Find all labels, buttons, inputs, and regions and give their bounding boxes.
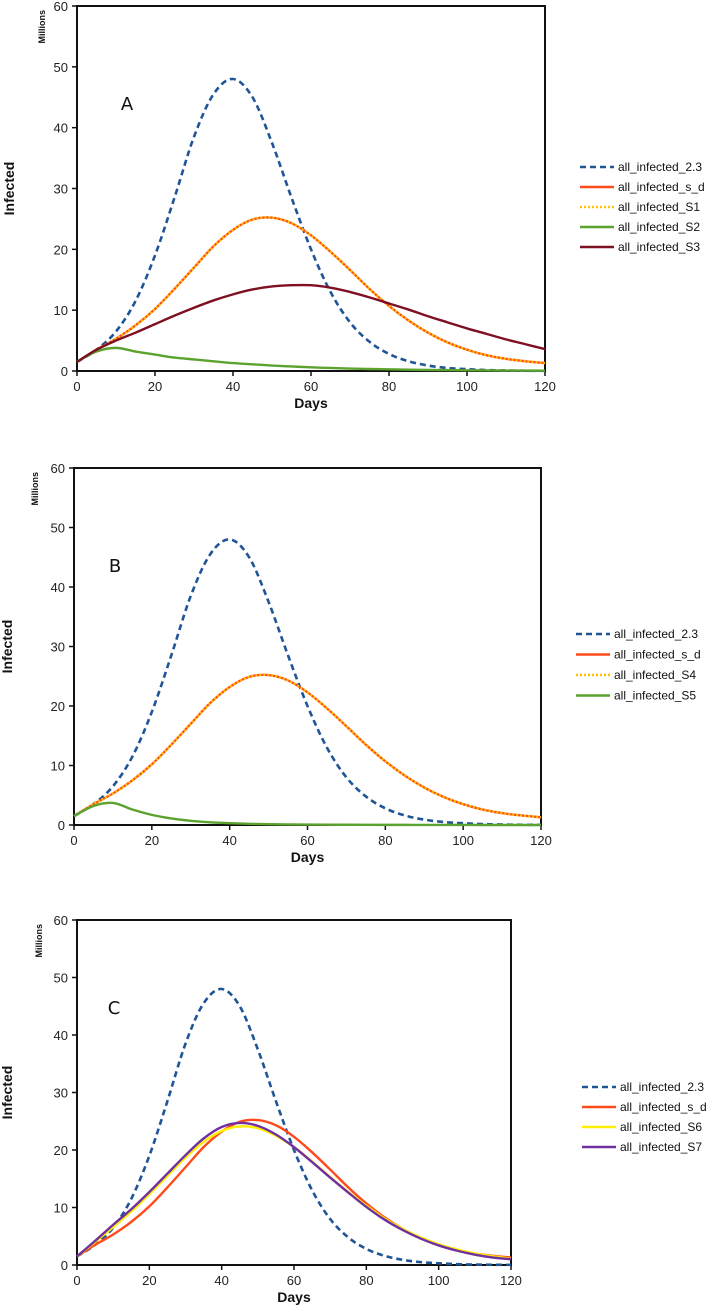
x-axis-label: Days [277, 1289, 311, 1305]
series-line-all-infected-s-d [76, 216, 546, 365]
legend-label: all_infected_2.3 [614, 627, 698, 641]
legend-item: all_infected_S2 [580, 220, 700, 234]
chart-panel-a: 0 10 20 30 40 50 60 0 20 40 60 80 100 120 Days Infected… [1, 0, 705, 411]
y-tick-label: 60 [51, 461, 65, 476]
y-axis-unit-label: Millions [37, 10, 47, 44]
legend-label: all_infected_S1 [618, 200, 700, 214]
y-tick-label: 40 [54, 121, 68, 136]
x-tick-label: 60 [304, 379, 318, 394]
legend-item: all_infected_s_d [576, 648, 701, 662]
legend-label: all_infected_S4 [614, 668, 696, 682]
y-tick-label: 0 [61, 1258, 68, 1273]
legend-item: all_infected_S6 [582, 1120, 702, 1134]
x-axis-label: Days [291, 849, 325, 865]
legend-item: all_infected_s_d [580, 180, 705, 194]
y-tick-label: 60 [54, 913, 68, 928]
series-line-all-infected-s5 [73, 801, 541, 827]
panel-label: B [109, 556, 121, 577]
series-line-all-infected-s4 [73, 673, 542, 819]
x-tick-label: 40 [222, 833, 236, 848]
series-line-all-infected-2-3 [73, 538, 542, 827]
x-tick-label: 40 [214, 1273, 228, 1288]
series-line-all-infected-s1 [76, 216, 546, 365]
x-tick-label: 0 [70, 833, 77, 848]
series-line-all-infected-s2 [76, 346, 546, 372]
x-tick-label: 80 [382, 379, 396, 394]
legend-item: all_infected_S5 [576, 689, 696, 703]
y-tick-label: 30 [54, 1086, 68, 1101]
legend-item: all_infected_S4 [576, 668, 696, 682]
x-tick-label: 120 [500, 1273, 522, 1288]
x-tick-label: 0 [73, 1273, 80, 1288]
chart-panel-b: 0 10 20 30 40 50 60 0 20 40 60 80 100 120 Days Infected… [0, 461, 701, 865]
legend-label: all_infected_s_d [618, 180, 705, 194]
x-tick-label: 120 [530, 833, 552, 848]
legend-label: all_infected_S3 [618, 240, 700, 254]
series-line-all-infected-s7 [76, 1121, 512, 1261]
legend-label: all_infected_s_d [620, 1100, 707, 1114]
x-tick-label: 20 [145, 833, 159, 848]
x-tick-label: 100 [428, 1273, 450, 1288]
panel-label: A [121, 94, 134, 115]
legend-item: all_infected_S7 [582, 1140, 702, 1154]
y-axis-label: Infected [1, 162, 17, 216]
x-axis-label: Days [294, 395, 328, 411]
y-tick-label: 10 [54, 1201, 68, 1216]
legend-item: all_infected_2.3 [582, 1080, 704, 1094]
legend-item: all_infected_s_d [582, 1100, 707, 1114]
x-tick-label: 100 [452, 833, 474, 848]
panel-label: C [108, 998, 121, 1019]
y-tick-label: 30 [51, 640, 65, 655]
series-line-all-infected-2-3 [76, 987, 512, 1267]
y-tick-label: 30 [54, 182, 68, 197]
y-tick-label: 50 [54, 971, 68, 986]
series-line-all-infected-s-d [76, 1118, 512, 1259]
y-tick-label: 50 [54, 60, 68, 75]
series-line-all-infected-2-3 [76, 77, 546, 373]
y-tick-label: 0 [61, 364, 68, 379]
x-tick-label: 40 [226, 379, 240, 394]
y-tick-label: 50 [51, 521, 65, 536]
y-tick-label: 20 [51, 699, 65, 714]
y-tick-label: 60 [54, 0, 68, 14]
legend-item: all_infected_2.3 [576, 627, 698, 641]
y-tick-label: 40 [54, 1028, 68, 1043]
x-tick-label: 100 [456, 379, 478, 394]
x-tick-label: 20 [142, 1273, 156, 1288]
y-tick-label: 40 [51, 580, 65, 595]
y-axis-unit-label: Millions [30, 472, 40, 506]
legend-item: all_infected_2.3 [580, 160, 702, 174]
legend-label: all_infected_2.3 [618, 160, 702, 174]
legend-item: all_infected_S3 [580, 240, 700, 254]
y-tick-label: 20 [54, 1143, 68, 1158]
x-tick-label: 120 [534, 379, 556, 394]
y-axis-unit-label: Millions [34, 924, 44, 958]
legend-label: all_infected_S2 [618, 220, 700, 234]
x-tick-label: 0 [73, 379, 80, 394]
legend-label: all_infected_s_d [614, 648, 701, 662]
y-tick-label: 20 [54, 242, 68, 257]
legend: all_infected_2.3 all_infected_s_d all_infe… [576, 627, 701, 703]
y-tick-label: 0 [58, 818, 65, 833]
legend: all_infected_2.3 all_infected_s_d all_infe… [580, 160, 705, 254]
series-line-all-infected-s3 [76, 283, 546, 363]
legend-label: all_infected_S5 [614, 689, 696, 703]
x-tick-label: 80 [359, 1273, 373, 1288]
x-tick-label: 20 [148, 379, 162, 394]
legend: all_infected_2.3 all_infected_s_d all_infe… [582, 1080, 707, 1154]
legend-label: all_infected_S7 [620, 1140, 702, 1154]
series-line-all-infected-s-d [73, 673, 542, 819]
y-tick-label: 10 [51, 759, 65, 774]
y-tick-label: 10 [54, 303, 68, 318]
legend-item: all_infected_S1 [580, 200, 700, 214]
legend-label: all_infected_S6 [620, 1120, 702, 1134]
x-tick-label: 60 [300, 833, 314, 848]
y-axis-label: Infected [0, 1066, 15, 1120]
y-axis-label: Infected [0, 620, 15, 674]
chart-panel-c: 0 10 20 30 40 50 60 0 20 40 60 80 100 120 Days Infected… [0, 913, 707, 1305]
x-tick-label: 60 [287, 1273, 301, 1288]
legend-label: all_infected_2.3 [620, 1080, 704, 1094]
x-tick-label: 80 [378, 833, 392, 848]
